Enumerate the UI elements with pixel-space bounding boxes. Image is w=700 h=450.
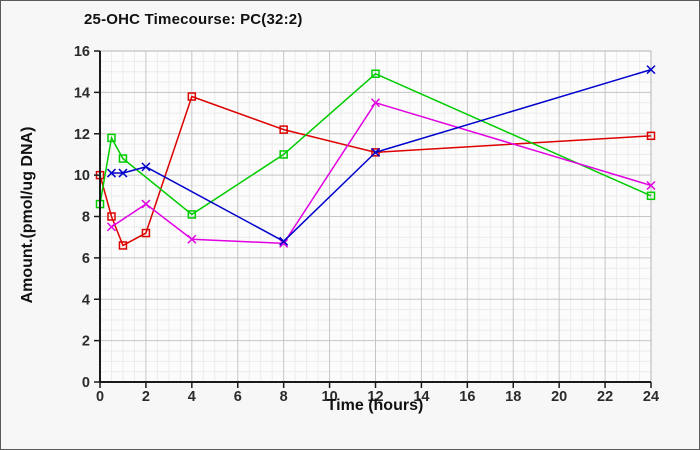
series-line-red-squares <box>99 95 652 247</box>
y-tick-label: 14 <box>74 85 90 101</box>
y-tick-label: 8 <box>82 210 90 226</box>
x-tick-label: 22 <box>597 389 613 405</box>
major-gridlines <box>100 51 651 382</box>
data-point-marker <box>371 148 380 157</box>
x-tick-label: 18 <box>505 389 521 405</box>
y-tick-label: 10 <box>74 168 90 184</box>
y-tick-label: 16 <box>74 44 90 60</box>
x-tick-label: 6 <box>234 389 242 405</box>
y-tick-label: 12 <box>74 127 90 143</box>
x-tick-label: 16 <box>459 389 475 405</box>
data-point-marker <box>279 150 288 159</box>
series-line-blue-x <box>111 68 652 243</box>
x-axis-label: Time (hours) <box>326 397 424 414</box>
data-point-marker <box>118 154 128 163</box>
data-point-marker <box>646 191 656 201</box>
y-tick-label: 0 <box>82 375 90 391</box>
y-tick-label: 6 <box>82 251 90 267</box>
tick-marks <box>94 50 652 388</box>
series-red-squares <box>95 92 656 250</box>
data-point-marker <box>107 133 116 143</box>
data-point-marker <box>107 212 116 221</box>
data-point-marker <box>646 65 656 75</box>
data-point-marker <box>106 168 117 178</box>
series-magenta-x <box>106 98 656 248</box>
data-point-marker <box>370 147 381 157</box>
x-tick-label: 12 <box>367 389 383 405</box>
x-tick-label: 14 <box>413 389 429 405</box>
data-point-marker <box>141 162 151 172</box>
series-line-magenta-x <box>111 101 652 245</box>
data-point-marker <box>118 241 128 250</box>
x-tick-label: 0 <box>96 389 104 405</box>
data-point-marker <box>646 131 656 141</box>
y-tick-label: 4 <box>82 292 90 308</box>
series-line-green-squares <box>99 72 652 216</box>
data-point-marker <box>141 228 151 238</box>
x-tick-label: 10 <box>322 389 338 405</box>
data-point-marker <box>106 222 117 232</box>
x-tick-label: 20 <box>551 389 567 405</box>
x-tick-label: 4 <box>188 389 196 405</box>
x-tick-label: 8 <box>280 389 288 405</box>
series-blue-x <box>106 65 656 246</box>
data-point-marker <box>370 98 381 108</box>
chart-title: 25-OHC Timecourse: PC(32:2) <box>84 11 303 28</box>
x-tick-label: 2 <box>142 389 150 405</box>
data-point-marker <box>279 236 289 246</box>
data-point-marker <box>279 125 288 134</box>
data-point-marker <box>371 69 380 79</box>
y-tick-label: 2 <box>82 334 90 350</box>
data-point-marker <box>187 210 197 219</box>
x-tick-label: 24 <box>643 389 659 405</box>
data-point-marker <box>118 168 128 178</box>
data-point-marker <box>646 180 656 190</box>
data-point-marker <box>187 92 197 101</box>
data-point-marker <box>187 234 197 244</box>
data-point-marker <box>141 199 151 209</box>
data-point-marker <box>279 238 289 248</box>
